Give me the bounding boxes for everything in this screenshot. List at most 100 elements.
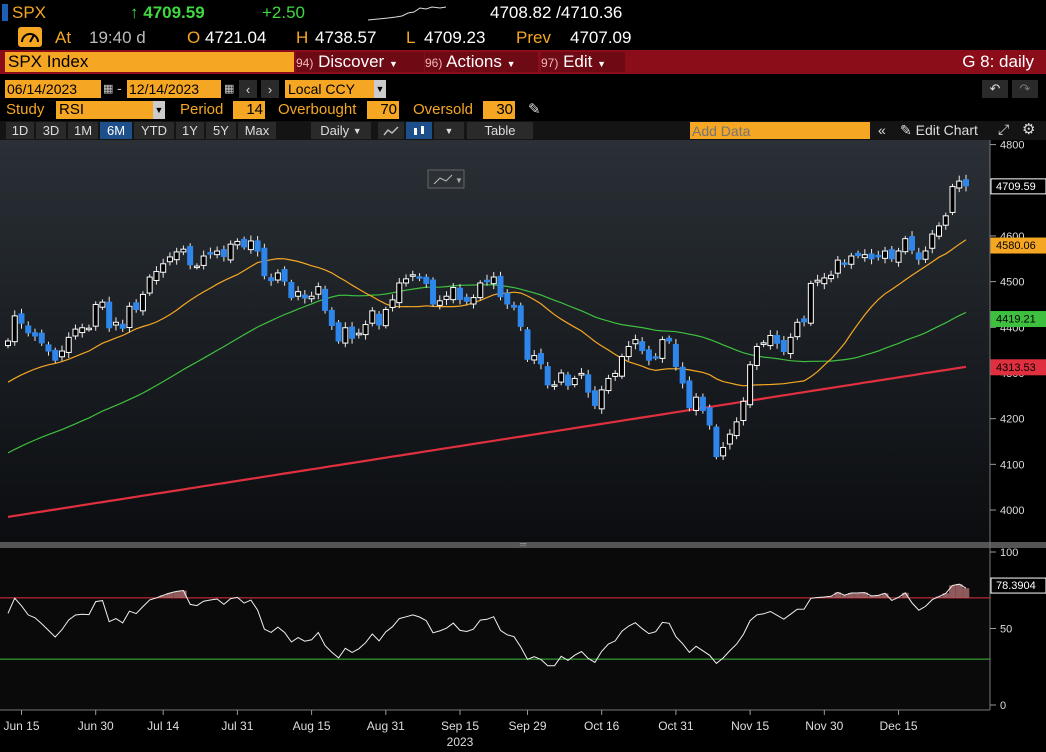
candle bbox=[922, 246, 929, 263]
panel-divider[interactable] bbox=[0, 542, 1046, 548]
candle bbox=[25, 321, 32, 337]
candle bbox=[214, 246, 221, 259]
settings-gear-icon[interactable]: ⚙ bbox=[1022, 121, 1036, 138]
divider-grip-icon[interactable]: ═ bbox=[519, 539, 527, 549]
oversold-input[interactable]: 30 bbox=[483, 101, 515, 119]
start-date-input[interactable]: 06/14/2023 bbox=[5, 80, 101, 98]
candle bbox=[868, 248, 875, 265]
actions-menu[interactable]: 96) Actions ▼ bbox=[425, 52, 538, 72]
chart-settings-icon[interactable]: ▼ bbox=[427, 169, 465, 189]
edit-chart-button[interactable]: ✎ Edit Chart bbox=[900, 122, 978, 139]
next-period-button[interactable]: › bbox=[261, 80, 279, 98]
resize-chart-icon[interactable]: ⤢ bbox=[998, 121, 1010, 137]
date-bar: 06/14/2023 ▦ - 12/14/2023 ▦ ‹ › Local CC… bbox=[0, 79, 1046, 99]
add-data-input[interactable] bbox=[690, 122, 870, 139]
candle bbox=[564, 371, 571, 390]
candle bbox=[227, 240, 234, 264]
overbought-input[interactable]: 70 bbox=[367, 101, 399, 119]
end-calendar-icon[interactable]: ▦ bbox=[224, 83, 235, 95]
candle bbox=[389, 294, 396, 312]
candle bbox=[18, 308, 25, 329]
candle bbox=[585, 369, 592, 398]
line-chart-icon[interactable] bbox=[378, 122, 404, 139]
discover-menu[interactable]: 94) Discover ▼ bbox=[296, 52, 424, 72]
candle bbox=[740, 397, 747, 426]
candle bbox=[38, 329, 45, 347]
undo-icon[interactable]: ↶ bbox=[982, 80, 1008, 98]
chart-area[interactable]: 48004600450044004300420041004000 100500 … bbox=[0, 140, 1046, 752]
candle bbox=[450, 282, 457, 304]
candle bbox=[915, 247, 922, 265]
period-input[interactable]: 14 bbox=[233, 101, 265, 119]
overbought-label: Overbought bbox=[278, 101, 357, 118]
currency-caret-icon[interactable]: ▼ bbox=[374, 80, 386, 98]
ticker-symbol[interactable]: SPX bbox=[12, 3, 47, 22]
rsi-tick-label: 0 bbox=[1000, 700, 1006, 712]
end-date-input[interactable]: 12/14/2023 bbox=[127, 80, 221, 98]
candle bbox=[672, 338, 679, 371]
candle bbox=[875, 250, 882, 261]
range-button-ytd[interactable]: YTD bbox=[134, 122, 174, 139]
last-value-tags: 4709.59 4580.06 4419.21 4313.53 78.3904 bbox=[990, 178, 1046, 594]
actions-caret-icon: ▼ bbox=[506, 59, 516, 69]
range-button-1m[interactable]: 1M bbox=[68, 122, 98, 139]
candle bbox=[909, 231, 916, 255]
collapse-icon[interactable]: « bbox=[878, 122, 886, 138]
candle bbox=[807, 280, 814, 326]
range-button-max[interactable]: Max bbox=[238, 122, 276, 139]
open-label: O bbox=[187, 28, 201, 47]
range-button-5y[interactable]: 5Y bbox=[206, 122, 236, 139]
pencil-icon[interactable]: ✎ bbox=[528, 101, 541, 118]
x-tick-label: Dec 15 bbox=[880, 719, 918, 733]
candle bbox=[598, 385, 605, 414]
candle bbox=[146, 274, 153, 296]
study-select[interactable]: RSI bbox=[56, 101, 155, 119]
candle bbox=[551, 380, 558, 390]
candle bbox=[753, 343, 760, 371]
range-button-3d[interactable]: 3D bbox=[36, 122, 66, 139]
edit-menu[interactable]: 97) Edit ▼ bbox=[541, 52, 625, 72]
high-label: H bbox=[296, 28, 309, 47]
candle bbox=[355, 328, 362, 339]
candle bbox=[180, 245, 187, 256]
candle bbox=[11, 310, 18, 346]
candle bbox=[166, 252, 173, 266]
x-tick-label: Oct 31 bbox=[658, 719, 694, 733]
candle bbox=[578, 367, 585, 380]
candle bbox=[929, 229, 936, 254]
x-tick-label: Oct 16 bbox=[584, 719, 620, 733]
range-button-6m[interactable]: 6M bbox=[100, 122, 132, 139]
discover-num: 94) bbox=[296, 56, 314, 70]
candle bbox=[126, 302, 133, 333]
start-calendar-icon[interactable]: ▦ bbox=[103, 83, 114, 95]
ohlc-row: At 19:40 d O 4721.04 H 4738.57 L 4709.23… bbox=[0, 26, 1046, 50]
table-button[interactable]: Table bbox=[467, 122, 533, 139]
candle bbox=[220, 245, 227, 262]
candle bbox=[106, 296, 113, 332]
candle bbox=[65, 332, 72, 358]
candle bbox=[436, 295, 443, 310]
currency-select[interactable]: Local CCY bbox=[285, 80, 376, 98]
candle bbox=[207, 247, 214, 259]
study-caret-icon[interactable]: ▼ bbox=[153, 101, 165, 119]
range-button-1d[interactable]: 1D bbox=[6, 122, 34, 139]
candle bbox=[720, 441, 727, 461]
low-label: L bbox=[406, 28, 416, 47]
last-price-value: 4709.59 bbox=[143, 3, 205, 22]
security-field[interactable]: SPX Index bbox=[5, 52, 294, 72]
candle bbox=[902, 235, 909, 255]
candle-chart-icon[interactable] bbox=[406, 122, 432, 139]
candle bbox=[362, 320, 369, 340]
interval-select[interactable]: Daily ▼ bbox=[311, 122, 371, 139]
x-tick-label: Sep 15 bbox=[441, 719, 479, 733]
range-button-1y[interactable]: 1Y bbox=[176, 122, 204, 139]
candle bbox=[31, 328, 38, 341]
rsi-tick-label: 50 bbox=[1000, 624, 1012, 636]
candle bbox=[801, 315, 808, 327]
candle bbox=[173, 247, 180, 265]
redo-icon[interactable]: ↷ bbox=[1012, 80, 1038, 98]
candle bbox=[834, 256, 841, 279]
candle bbox=[828, 270, 835, 283]
chart-type-caret-icon[interactable]: ▼ bbox=[434, 122, 464, 139]
prev-period-button[interactable]: ‹ bbox=[239, 80, 257, 98]
